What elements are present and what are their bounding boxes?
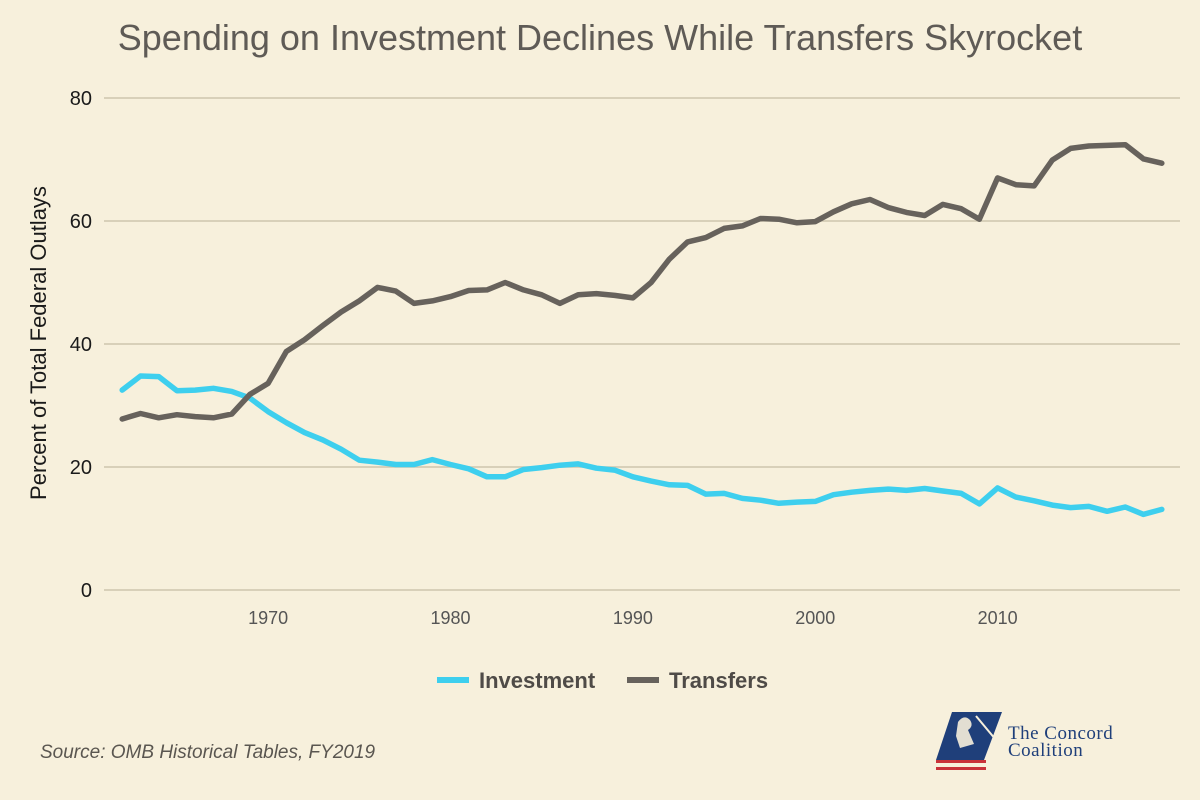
logo-text-line1: The Concord — [1008, 723, 1113, 744]
logo-text-line2: Coalition — [1008, 740, 1083, 761]
x-tick-label-1970: 1970 — [248, 608, 288, 628]
x-tick-label-2000: 2000 — [795, 608, 835, 628]
y-axis-ticks: 0 20 40 60 80 — [70, 88, 92, 602]
minuteman-emblem-icon — [936, 712, 1002, 770]
x-tick-label-1980: 1980 — [430, 608, 470, 628]
legend-label-transfers: Transfers — [669, 668, 768, 693]
y-tick-label-40: 40 — [70, 334, 92, 356]
series-line-investment — [119, 373, 1165, 518]
legend: Investment Transfers — [437, 668, 768, 693]
chart-title: Spending on Investment Declines While Tr… — [118, 17, 1082, 58]
x-tick-label-2010: 2010 — [978, 608, 1018, 628]
y-axis-label: Percent of Total Federal Outlays — [26, 186, 51, 500]
concord-coalition-logo: The Concord Coalition — [936, 712, 1113, 770]
y-tick-label-20: 20 — [70, 457, 92, 479]
x-axis-ticks: 1970 1980 1990 2000 2010 — [248, 608, 1018, 628]
grid-lines — [104, 97, 1180, 591]
y-tick-label-0: 0 — [81, 580, 92, 602]
series-lines — [119, 141, 1165, 518]
legend-item-investment: Investment — [437, 668, 596, 693]
legend-item-transfers: Transfers — [627, 668, 768, 693]
x-tick-label-1990: 1990 — [613, 608, 653, 628]
series-line-transfers — [119, 141, 1165, 422]
y-tick-label-80: 80 — [70, 88, 92, 110]
source-note: Source: OMB Historical Tables, FY2019 — [40, 742, 376, 763]
legend-label-investment: Investment — [479, 668, 596, 693]
y-tick-label-60: 60 — [70, 211, 92, 233]
